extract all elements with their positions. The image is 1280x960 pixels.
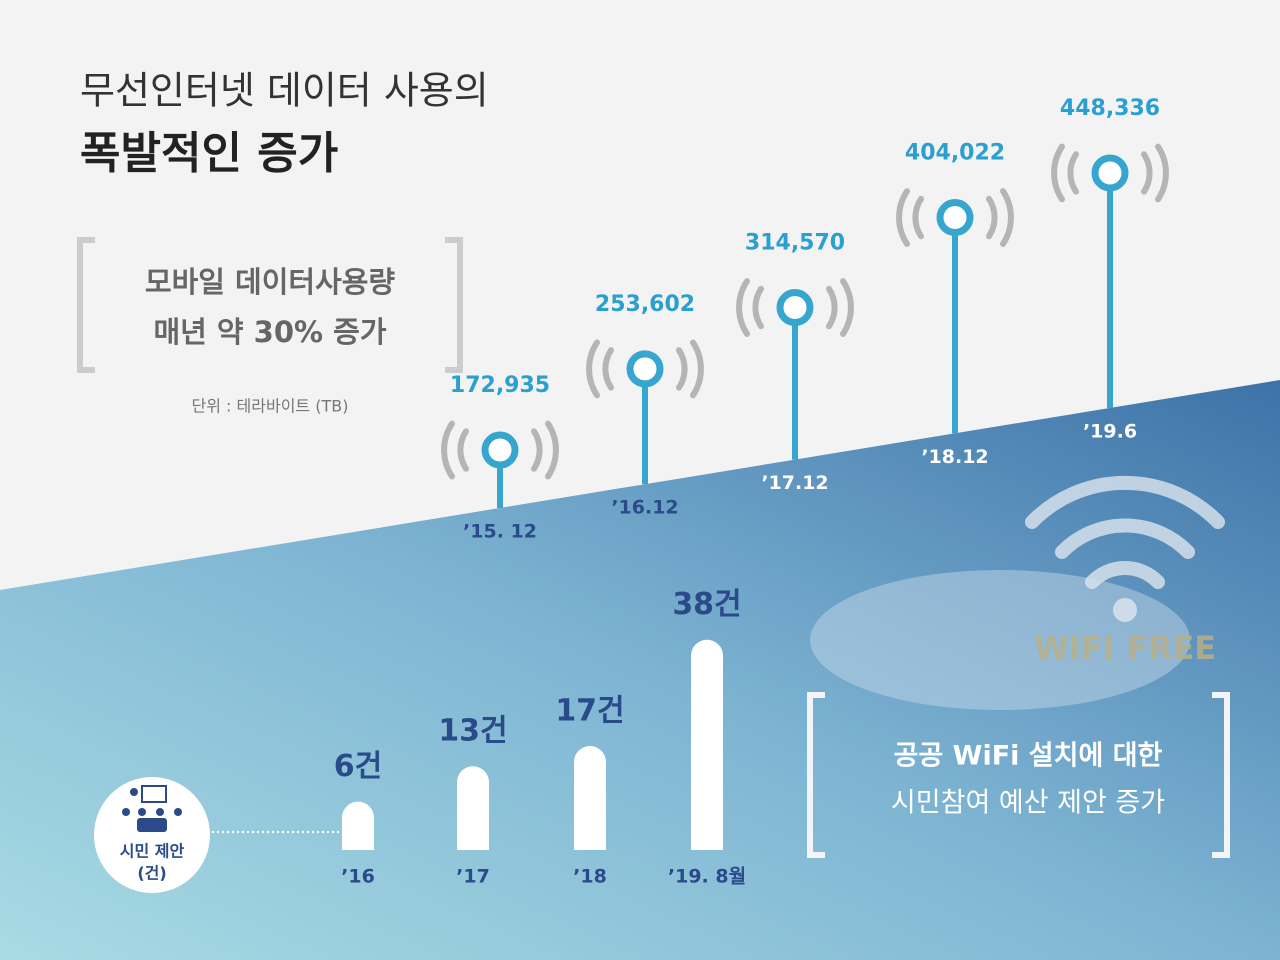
- bracket: [1212, 692, 1230, 858]
- signal-arc: [896, 188, 910, 247]
- pin-head: [936, 199, 974, 237]
- signal-arc: [986, 195, 998, 240]
- signal-arc: [912, 195, 924, 240]
- wifi-box-line: 시민참여 예산 제안 증가: [891, 788, 1165, 819]
- pin-head: [626, 350, 664, 388]
- bar: [574, 745, 606, 850]
- category-label: ’16.12: [611, 497, 678, 519]
- signal-arc: [676, 347, 688, 391]
- value-label: 253,602: [595, 292, 695, 317]
- people-icon: [122, 785, 182, 832]
- category-label: ’16: [341, 866, 375, 888]
- category-label: ’19.6: [1083, 420, 1137, 442]
- signal-arc: [690, 339, 704, 399]
- wifi-box-line: 공공 WiFi 설치에 대한: [894, 741, 1163, 772]
- category-label: ’18.12: [921, 446, 988, 468]
- signal-arc: [602, 347, 614, 391]
- bracket: [807, 692, 825, 858]
- signal-arc: [840, 278, 854, 337]
- signal-arc: [736, 278, 750, 337]
- bar: [457, 766, 489, 850]
- bar: [691, 639, 723, 850]
- unit-note: 단위 : 테라바이트 (TB): [192, 397, 349, 416]
- signal-arc: [826, 285, 838, 330]
- signal-arc: [441, 420, 455, 480]
- title-line2: 폭발적인 증가: [80, 128, 338, 179]
- value-label: 38건: [672, 587, 741, 622]
- photo-area: [0, 380, 1280, 960]
- bracket: [77, 237, 95, 373]
- category-label: ’18: [573, 866, 607, 888]
- signal-arc: [586, 339, 600, 399]
- value-label: 13건: [438, 714, 507, 749]
- signal-arc: [545, 420, 559, 480]
- bar: [342, 801, 374, 850]
- value-label: 172,935: [450, 373, 550, 398]
- value-label: 404,022: [905, 141, 1005, 166]
- value-label: 17건: [555, 693, 624, 728]
- signal-arc: [1141, 151, 1153, 195]
- watermark: WIFI FREE: [1034, 629, 1216, 667]
- signal-arc: [531, 428, 543, 472]
- category-label: ’15. 12: [463, 521, 537, 543]
- category-label: ’19. 8월: [668, 866, 746, 888]
- value-label: 6건: [334, 749, 382, 784]
- category-label: ’17.12: [761, 472, 828, 494]
- finger: [810, 570, 1190, 710]
- citizen-label: 시민 제안: [120, 842, 185, 861]
- wifi-dot: [1113, 598, 1137, 622]
- signal-arc: [457, 428, 469, 472]
- callout-line: 매년 약 30% 증가: [153, 315, 386, 349]
- bracket: [445, 237, 463, 373]
- citizen-sub: (건): [137, 864, 166, 883]
- signal-arc: [1000, 188, 1014, 247]
- callout-line: 모바일 데이터사용량: [145, 265, 396, 299]
- signal-arc: [1051, 143, 1065, 203]
- value-label: 448,336: [1060, 96, 1160, 121]
- value-label: 314,570: [745, 231, 845, 256]
- pin-head: [481, 431, 519, 469]
- pin-head: [776, 289, 814, 327]
- signal-arc: [1067, 151, 1079, 195]
- citizen-badge: [94, 777, 210, 893]
- signal-arc: [1155, 143, 1169, 203]
- title-line1: 무선인터넷 데이터 사용의: [80, 69, 489, 113]
- pin-head: [1091, 154, 1129, 192]
- wifi-icon: [1025, 475, 1225, 589]
- category-label: ’17: [456, 866, 490, 888]
- signal-arc: [752, 285, 764, 330]
